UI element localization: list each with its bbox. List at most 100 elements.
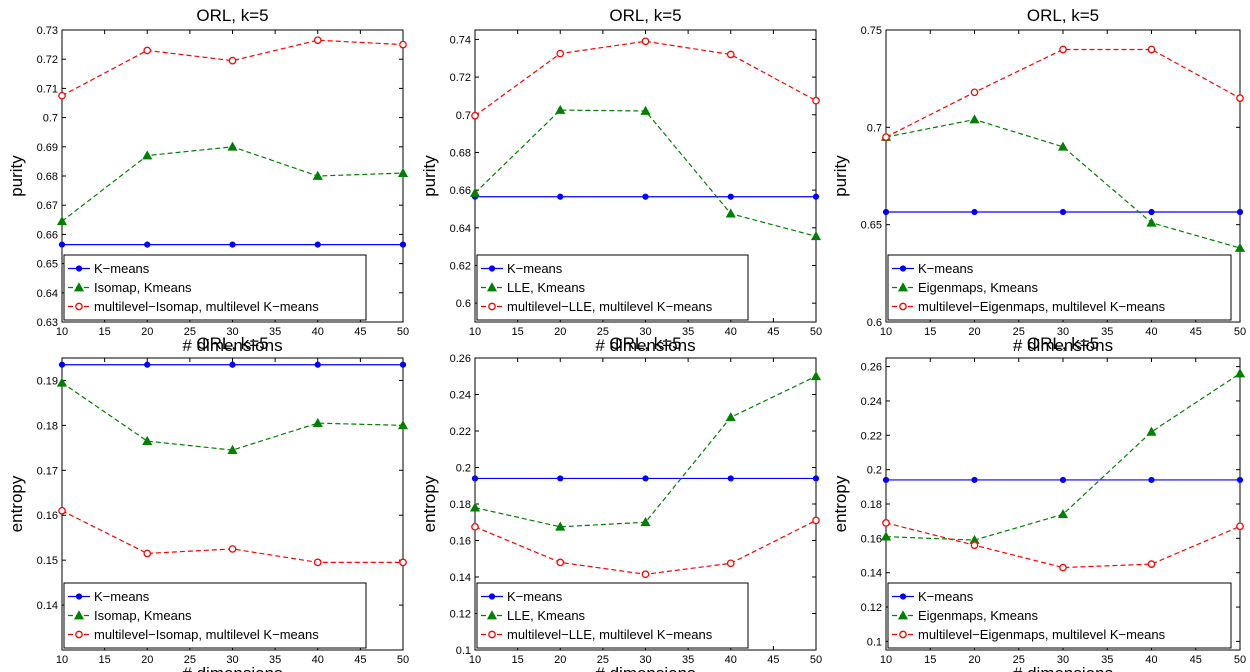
x-tick-label: 20 [554,654,566,666]
y-tick-label: 0.26 [861,362,882,374]
x-tick-label: 40 [312,654,324,666]
data-point-3 [813,97,819,103]
data-point-3 [642,38,648,44]
data-point-3 [472,113,478,119]
y-tick-label: 0.64 [450,223,471,235]
data-point-3 [1060,564,1066,570]
data-point-1 [472,476,477,481]
y-tick-label: 0.18 [861,499,882,511]
data-point-1 [813,476,818,481]
y-tick-label: 0.7 [867,122,882,134]
x-tick-label: 45 [1190,326,1202,338]
x-tick-label: 45 [354,654,366,666]
x-tick-label: 20 [968,654,980,666]
chart-panel-5: ORL, k=510 15 20 25 30 35 40 45 500.10.120.140.1… [420,334,822,672]
x-tick-label: 15 [924,326,936,338]
y-tick-label: 0.66 [450,185,471,197]
x-tick-label: 50 [397,326,409,338]
chart-panel-3: ORL, k=510 15 20 25 30 35 40 45 500.60.650.70.75… [831,6,1246,355]
x-tick-label: 50 [397,654,409,666]
y-tick-label: 0.14 [37,600,58,612]
legend-marker [900,266,905,271]
y-tick-label: 0.7 [456,110,471,122]
data-point-1 [728,476,733,481]
x-tick-label: 50 [810,654,822,666]
x-tick-label: 45 [767,326,779,338]
data-point-3 [1237,523,1243,529]
legend-marker [76,594,81,599]
data-point-1 [1237,209,1242,214]
legend: K−means LLE, Kmeans multilevel−LLE, multil… [477,255,748,320]
y-tick-label: 0.12 [861,602,882,614]
data-point-3 [971,542,977,548]
y-tick-label: 0.22 [450,426,471,438]
y-tick-label: 0.12 [450,609,471,621]
y-tick-label: 0.17 [37,465,58,477]
legend-entry: multilevel−LLE, multilevel K−means [507,627,713,642]
x-tick-label: 50 [1234,326,1246,338]
y-tick-label: 0.24 [861,396,882,408]
chart-title: ORL, k=5 [609,334,681,353]
data-point-1 [643,194,648,199]
x-axis-label: # dimensions [595,664,695,672]
data-point-1 [315,242,320,247]
x-tick-label: 10 [469,326,481,338]
y-tick-label: 0.72 [37,54,58,66]
legend-entry: Eigenmaps, Kmeans [918,608,1038,623]
x-tick-label: 40 [725,326,737,338]
legend-marker [76,303,82,309]
data-point-3 [1148,561,1154,567]
legend: K−means Isomap, Kmeans multilevel−Isomap, … [64,255,366,320]
legend-entry: K−means [94,589,150,604]
x-tick-label: 15 [512,654,524,666]
y-tick-label: 0.1 [867,636,882,648]
y-tick-label: 0.16 [450,536,471,548]
legend-marker [76,266,81,271]
y-tick-label: 0.24 [450,390,471,402]
x-tick-label: 10 [880,654,892,666]
legend-marker [489,631,495,637]
x-axis-label: # dimensions [182,664,282,672]
data-point-1 [972,477,977,482]
chart-panel-4: ORL, k=510 15 20 25 30 35 40 45 500.140.150.160.… [7,334,409,672]
y-tick-label: 0.18 [450,499,471,511]
y-tick-label: 0.71 [37,83,58,95]
x-tick-label: 40 [312,326,324,338]
data-point-3 [400,559,406,565]
legend-entry: K−means [94,261,150,276]
x-tick-label: 45 [1190,654,1202,666]
y-tick-label: 0.62 [450,260,471,272]
y-tick-label: 0.14 [861,568,882,580]
x-tick-label: 40 [725,654,737,666]
x-tick-label: 40 [1145,654,1157,666]
chart-panel-1: ORL, k=5 10 15 20 25 30 35 40 45 50 0.63 0.64 0.65 0.… [7,6,409,355]
x-tick-label: 20 [554,326,566,338]
data-point-3 [813,517,819,523]
data-point-1 [400,362,405,367]
legend-marker [900,594,905,599]
x-tick-label: 40 [1145,326,1157,338]
y-tick-label: 0.16 [861,533,882,545]
legend-marker [489,266,494,271]
data-point-1 [145,242,150,247]
data-point-3 [144,47,150,53]
y-tick-label: 0.19 [37,375,58,387]
y-tick-label: 0.68 [450,147,471,159]
legend-entry: Eigenmaps, Kmeans [918,280,1038,295]
legend-entry: K−means [918,589,974,604]
data-point-1 [558,476,563,481]
x-tick-label: 20 [141,326,153,338]
legend-entry: K−means [918,261,974,276]
x-tick-label: 45 [767,654,779,666]
y-tick-label: 0.2 [456,463,471,475]
data-point-3 [1148,46,1154,52]
legend-entry: multilevel−Eigenmaps, multilevel K−means [918,627,1166,642]
data-point-1 [59,242,64,247]
y-axis-label: entropy [831,475,850,532]
data-point-3 [59,508,65,514]
data-point-3 [229,57,235,63]
legend-entry: multilevel−LLE, multilevel K−means [507,299,713,314]
x-tick-label: 20 [968,326,980,338]
data-point-3 [883,134,889,140]
